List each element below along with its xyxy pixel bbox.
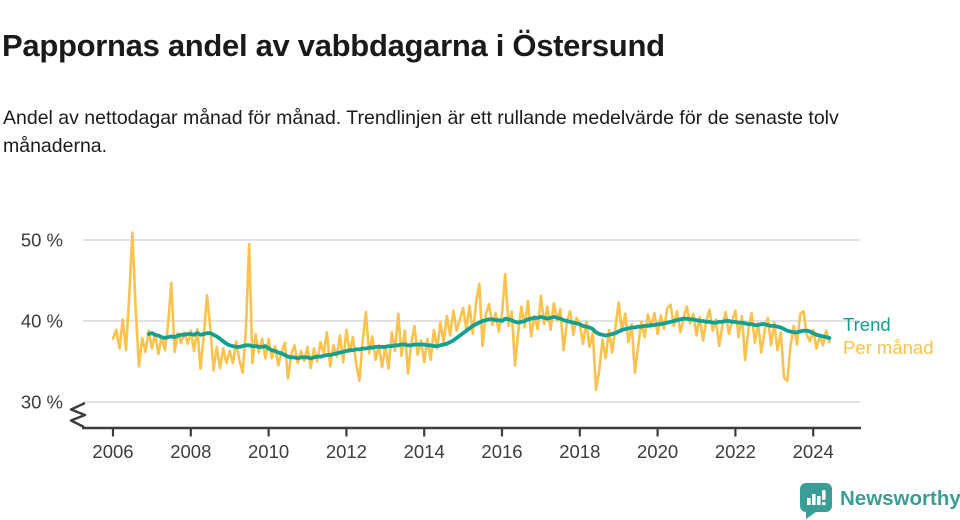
x-tick-label: 2014: [404, 441, 445, 462]
newsworthy-brand-text: Newsworthy: [840, 487, 960, 510]
trend-line: [146, 314, 832, 361]
x-tick-label: 2020: [637, 441, 678, 462]
chart-series: [111, 231, 832, 392]
x-tick-label: 2012: [326, 441, 367, 462]
x-tick-label: 2010: [248, 441, 289, 462]
x-tick-label: 2016: [481, 441, 522, 462]
legend-trend-label: Trend: [843, 314, 891, 335]
x-axis: 2006 2008 2010 2012 2014 2016 2018 2020 2022 2024: [82, 426, 861, 462]
x-tick-label: 2024: [793, 441, 834, 462]
newsworthy-logo: Newsworthy: [799, 482, 960, 519]
y-tick-label: 40 %: [21, 311, 63, 332]
bar-chart-speech-bubble-icon: [800, 482, 832, 519]
legend-per-month-label: Per månad: [843, 337, 934, 358]
chart-subtitle: Andel av nettodagar månad för månad. Tre…: [3, 106, 839, 157]
y-tick-label: 50 %: [21, 230, 63, 251]
y-axis-break-icon: [69, 402, 87, 428]
y-tick-label: 30 %: [21, 392, 63, 413]
x-tick-label: 2022: [715, 441, 756, 462]
per-month-line: [111, 231, 831, 392]
page-title: Pappornas andel av vabbdagarna i Östersu…: [2, 27, 665, 63]
x-tick-label: 2018: [559, 441, 600, 462]
x-tick-label: 2008: [170, 441, 211, 462]
x-tick-label: 2006: [92, 441, 133, 462]
